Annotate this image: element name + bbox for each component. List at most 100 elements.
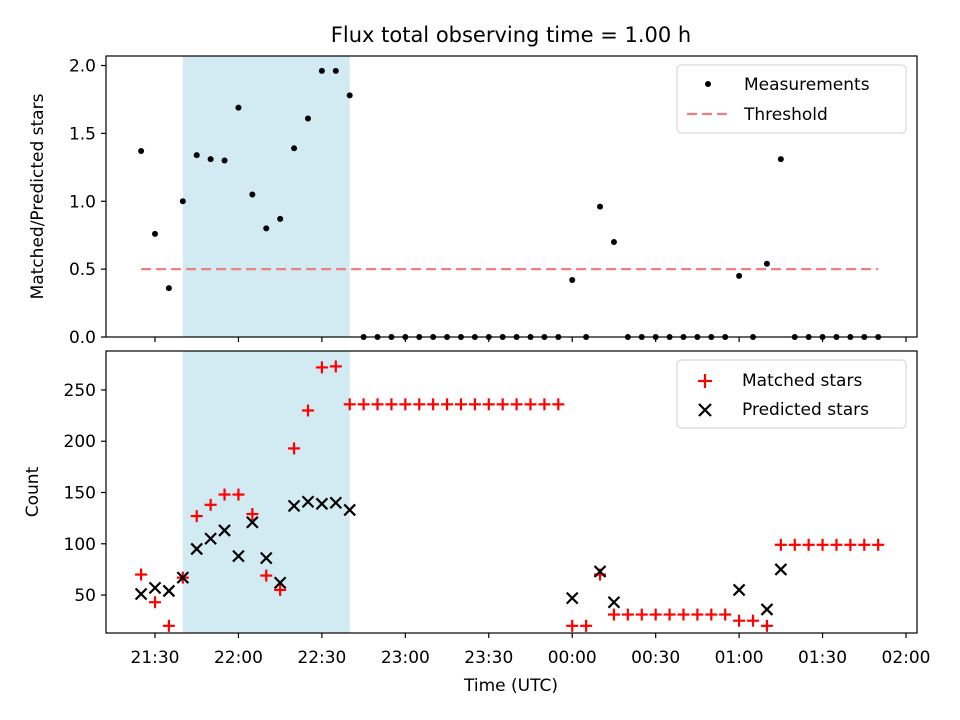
bottom-y-tick-label: 50	[74, 586, 96, 606]
measurement-point	[277, 215, 284, 222]
predicted-star-point	[607, 595, 621, 609]
predicted-star-point	[190, 542, 204, 556]
measurement-point	[304, 115, 311, 122]
matched-star-point	[733, 614, 746, 627]
matched-star-point	[399, 398, 412, 411]
bottom-y-tick-label: 250	[64, 381, 96, 401]
x-tick-label: 22:00	[214, 648, 263, 668]
legend-measurements-marker	[705, 81, 711, 87]
matched-star-point	[288, 442, 301, 455]
matched-star-point	[454, 398, 467, 411]
bottom-legend-box	[676, 359, 907, 429]
matched-star-point	[218, 488, 231, 501]
matched-star-point	[580, 619, 593, 632]
measurement-point	[346, 92, 353, 99]
top-panel-shaded-interval	[182, 56, 350, 337]
measurement-point	[332, 67, 339, 74]
matched-star-point	[496, 398, 509, 411]
measurement-point	[235, 104, 242, 111]
measurement-point	[597, 203, 604, 210]
matched-star-point	[691, 608, 704, 621]
predicted-star-point	[148, 581, 162, 595]
matched-star-point	[649, 608, 662, 621]
matched-star-point	[663, 608, 676, 621]
measurement-point	[207, 156, 214, 163]
matched-star-point	[677, 608, 690, 621]
predicted-star-point	[315, 497, 329, 511]
matched-star-point	[343, 398, 356, 411]
matched-star-point	[413, 398, 426, 411]
predicted-stars-series	[134, 495, 788, 616]
bottom-y-tick-label: 100	[64, 535, 96, 555]
measurement-point	[318, 67, 325, 74]
top-y-tick-label: 1.0	[69, 192, 96, 212]
x-tick-label: 01:00	[715, 648, 764, 668]
x-tick-label: 22:30	[297, 648, 346, 668]
matched-stars-series	[135, 360, 885, 632]
x-tick-label: 00:30	[631, 648, 680, 668]
legend-threshold-label: Threshold	[743, 105, 828, 125]
matched-star-point	[830, 538, 843, 551]
predicted-star-point	[134, 587, 148, 601]
predicted-star-point	[273, 576, 287, 590]
predicted-star-point	[176, 571, 190, 584]
predicted-star-point	[218, 524, 231, 537]
top-panel-frame	[105, 55, 918, 338]
measurement-point	[165, 285, 172, 292]
predicted-star-point	[329, 496, 343, 510]
measurement-point	[193, 152, 200, 159]
bottom-y-tick-label: 150	[64, 484, 96, 504]
bottom-y-axis-label: Count	[23, 466, 43, 517]
bottom-panel: 50 100 150 200 250 21:30 22:00 22:30 23:00 23:30…	[23, 350, 931, 696]
matched-star-point	[566, 619, 579, 632]
matched-star-point	[385, 398, 398, 411]
matched-star-point	[357, 398, 370, 411]
measurement-point	[569, 276, 576, 283]
matched-star-point	[510, 398, 523, 411]
matched-star-point	[162, 619, 175, 632]
x-axis-label: Time (UTC)	[463, 676, 558, 696]
matched-star-point	[190, 510, 203, 523]
top-y-tick-label: 0.0	[69, 328, 96, 348]
bottom-y-tick-label: 200	[64, 432, 96, 452]
top-y-axis: 0.0 0.5 1.0 1.5 2.0	[69, 57, 106, 348]
x-tick-label: 23:30	[464, 648, 513, 668]
bottom-legend: Matched stars Predicted stars	[676, 359, 907, 429]
matched-star-point	[747, 614, 760, 627]
top-y-tick-label: 0.5	[69, 260, 96, 280]
top-y-tick-label: 1.5	[69, 124, 96, 144]
legend-predicted-label: Predicted stars	[742, 400, 869, 420]
matched-star-point	[274, 583, 287, 596]
bottom-x-axis: 21:30 22:00 22:30 23:00 23:30 00:00 00:30 01:00…	[131, 633, 931, 668]
matched-star-point	[232, 488, 245, 501]
measurement-point	[138, 148, 145, 155]
matched-star-point	[329, 360, 342, 373]
measurement-point	[763, 260, 770, 267]
matched-star-point	[607, 608, 620, 621]
top-legend: Measurements Threshold	[676, 64, 907, 134]
predicted-star-point	[343, 503, 356, 517]
x-tick-label: 00:00	[548, 648, 597, 668]
figure-title: Flux total observing time = 1.00 h	[331, 23, 691, 47]
matched-star-point	[816, 538, 829, 551]
matched-star-point	[635, 608, 648, 621]
matched-star-point	[427, 398, 440, 411]
matched-star-point	[774, 538, 787, 551]
predicted-star-point	[287, 499, 301, 513]
matched-star-point	[858, 538, 871, 551]
top-panel: 0.00.51.01.52.0 Matched/Predicted stars …	[28, 55, 918, 348]
matched-star-point	[246, 508, 259, 521]
x-tick-label: 01:30	[798, 648, 847, 668]
measurement-point	[179, 198, 186, 205]
top-y-axis-label: Matched/Predicted stars	[28, 93, 48, 299]
legend-measurements-label: Measurements	[744, 75, 870, 95]
matched-star-point	[260, 569, 273, 582]
matched-star-point	[524, 398, 537, 411]
predicted-star-point	[760, 603, 774, 616]
top-y-tick-label: 2.0	[69, 57, 96, 77]
x-tick-label: 02:00	[882, 648, 931, 668]
predicted-star-point	[301, 495, 315, 509]
matched-star-point	[760, 619, 773, 632]
predicted-star-point	[565, 591, 579, 605]
